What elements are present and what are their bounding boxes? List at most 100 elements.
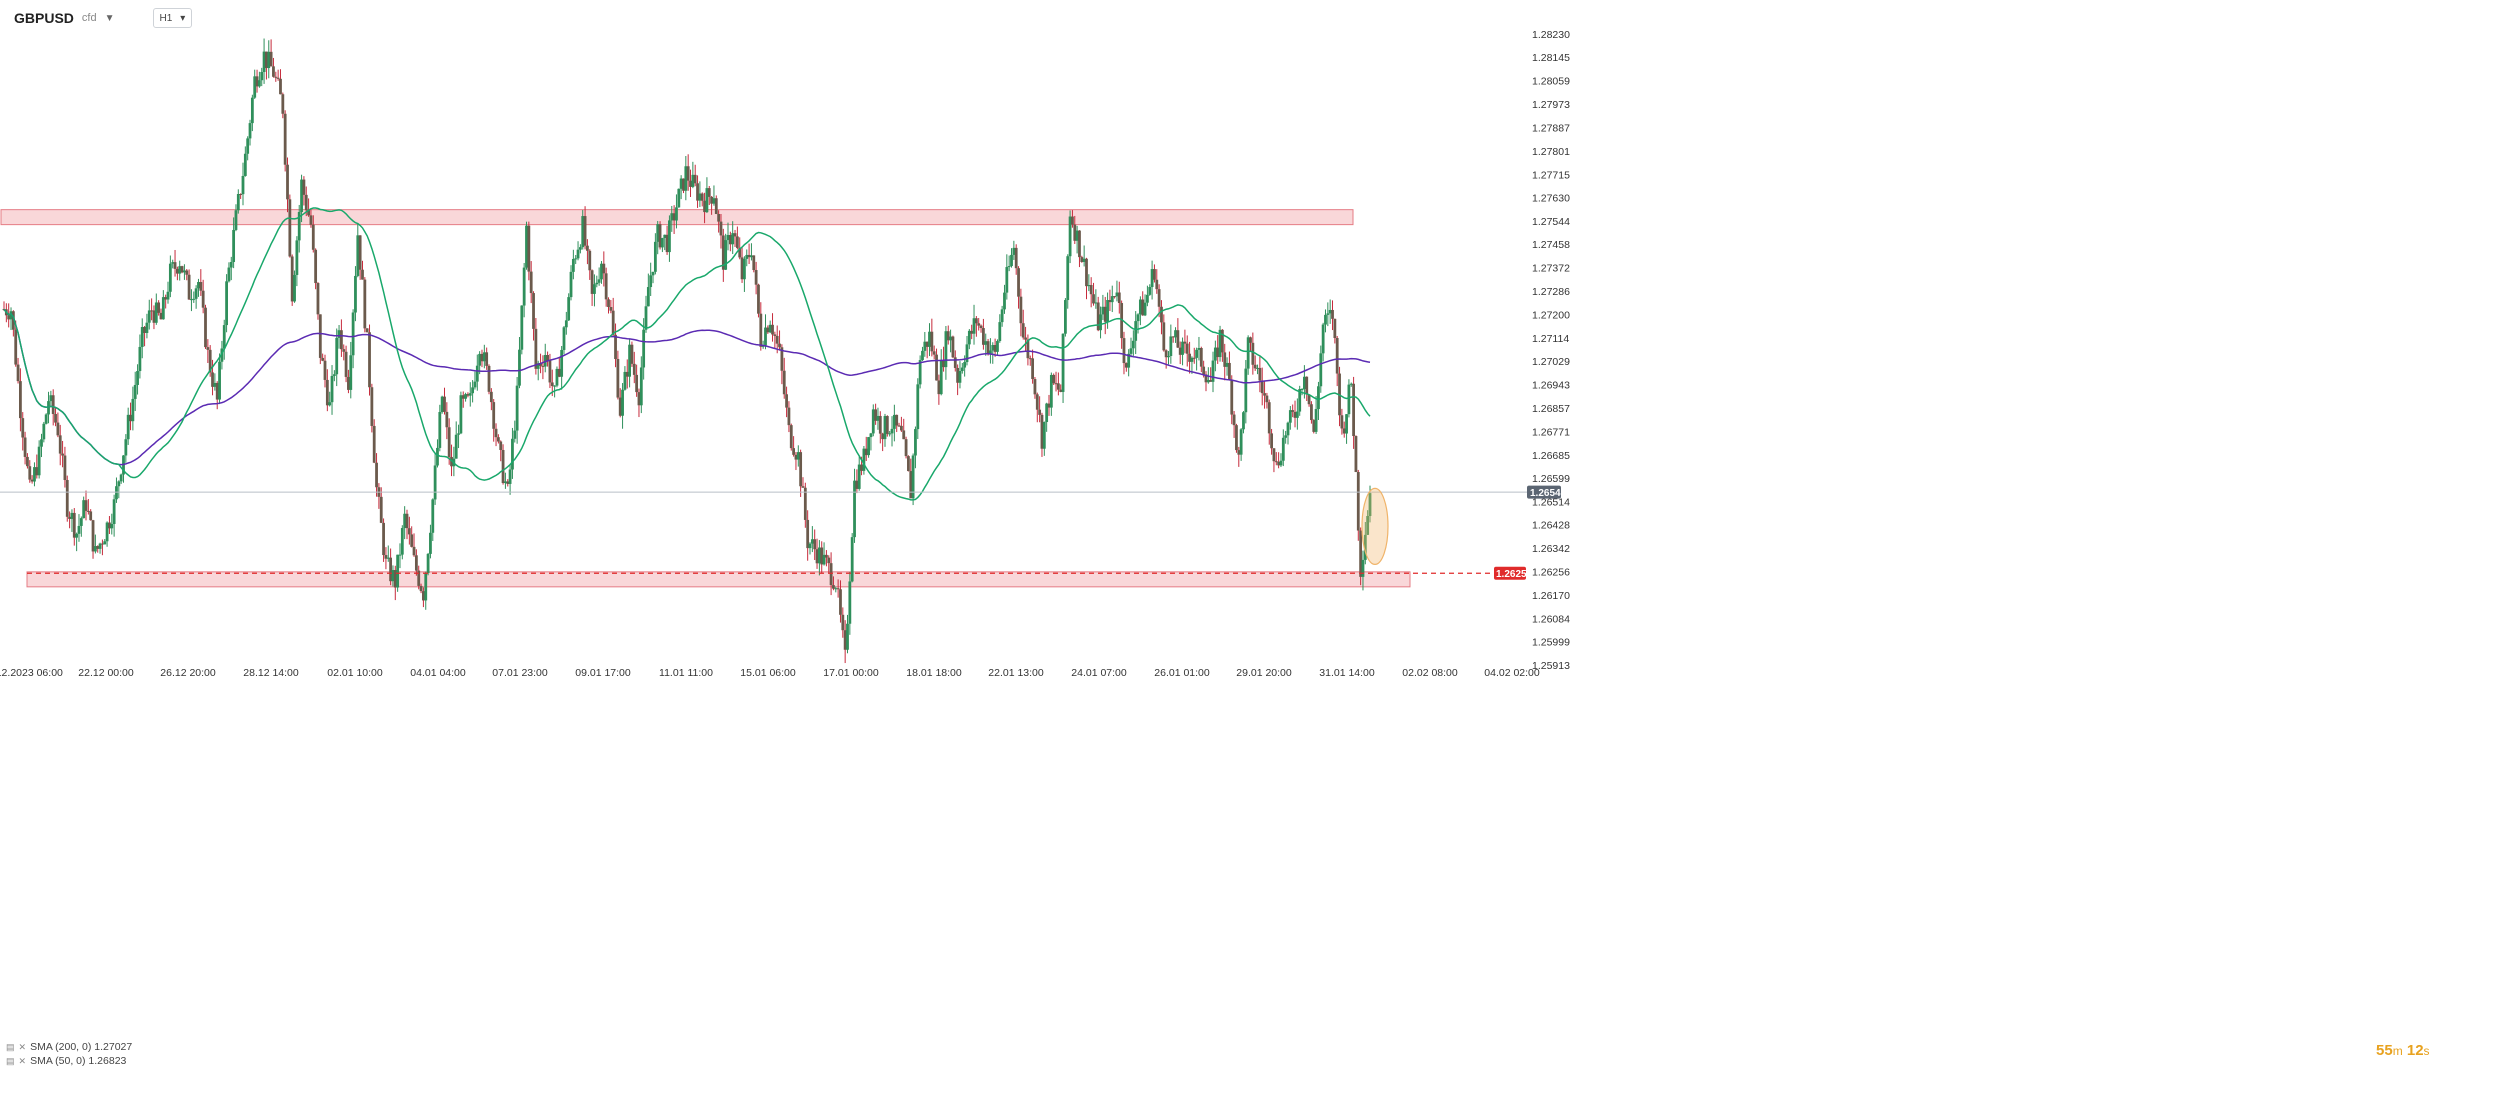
y-tick-label: 1.26514 <box>1532 496 1570 508</box>
candle-body <box>75 533 79 538</box>
candle-body <box>588 250 592 271</box>
timeframe-select[interactable]: H1 ▾ <box>152 8 193 28</box>
candle-body <box>660 238 664 248</box>
candle-body <box>923 341 927 351</box>
candle-body <box>937 380 941 395</box>
candle-body <box>1235 425 1238 451</box>
candle-body <box>989 350 992 354</box>
indicator-legend: ▤ ✕ SMA (200, 0) 1.27027 ▤ ✕ SMA (50, 0)… <box>6 1040 132 1068</box>
candle-body <box>197 282 200 289</box>
candle-body <box>417 570 421 586</box>
candle-body <box>164 297 168 300</box>
candle-body <box>942 360 945 368</box>
candle-body <box>597 279 601 283</box>
candle-body <box>787 407 791 426</box>
candle-body <box>801 486 805 488</box>
indicator-sma50[interactable]: ▤ ✕ SMA (50, 0) 1.26823 <box>6 1054 132 1068</box>
candle-body <box>424 573 428 601</box>
candle-body <box>227 267 231 282</box>
candle-body <box>468 393 472 396</box>
candle-body <box>728 234 732 245</box>
candle-body <box>766 327 770 333</box>
x-tick-label: 24.01 07:00 <box>1071 667 1127 679</box>
candle-body <box>492 402 496 429</box>
candle-body <box>370 387 374 426</box>
candle-body <box>675 207 678 221</box>
candle-body <box>1045 403 1049 423</box>
candle-body <box>475 365 479 382</box>
candle-body <box>972 318 976 334</box>
candle-body <box>586 245 589 251</box>
candle-body <box>192 298 196 300</box>
candle-body <box>414 555 418 571</box>
candle-body <box>986 341 990 354</box>
candle-body <box>1007 266 1011 268</box>
countdown-seconds: 12 <box>2406 1042 2424 1059</box>
candle-body <box>344 351 348 377</box>
candle-body <box>68 516 72 519</box>
candle-body <box>698 193 702 201</box>
settings-icon[interactable]: ▤ <box>6 1042 15 1052</box>
x-tick-label: 18.01 18:00 <box>906 667 962 679</box>
candle-body <box>354 275 357 313</box>
candle-body <box>977 323 981 326</box>
candle-body <box>431 499 435 533</box>
close-icon[interactable]: ✕ <box>18 1042 27 1052</box>
candle-body <box>1096 302 1100 331</box>
candle-body <box>778 343 781 348</box>
y-tick-label: 1.26771 <box>1532 426 1570 438</box>
candle-body <box>389 557 393 582</box>
y-tick-label: 1.26599 <box>1532 473 1570 485</box>
candle-body <box>827 557 831 564</box>
candle-body <box>145 322 149 333</box>
x-tick-label: 11.01 11:00 <box>659 667 713 679</box>
candle-body <box>1146 294 1149 303</box>
candle-body <box>1164 350 1168 358</box>
candle-body <box>1307 394 1311 405</box>
candle-body <box>1190 357 1194 362</box>
settings-icon[interactable]: ▤ <box>6 1056 15 1066</box>
y-tick-label: 1.27200 <box>1532 310 1570 322</box>
candle-body <box>862 448 866 471</box>
candle-body <box>724 240 728 270</box>
candle-body <box>103 541 107 545</box>
symbol-dropdown-icon[interactable]: ▼ <box>104 12 115 24</box>
candle-body <box>161 297 165 320</box>
candle-body <box>1042 422 1046 449</box>
candle-countdown: 55m 12s <box>2376 1042 2430 1059</box>
candle-body <box>759 313 763 347</box>
indicator-label: SMA (50, 0) 1.26823 <box>30 1055 127 1067</box>
candle-body <box>768 324 772 333</box>
candle-body <box>1349 383 1353 385</box>
candle-body <box>747 254 751 258</box>
candle-body <box>1256 367 1259 369</box>
candle-body <box>567 297 571 321</box>
candle-body <box>1110 296 1114 303</box>
candle-body <box>1246 337 1250 369</box>
candle-body <box>58 435 62 454</box>
candle-body <box>391 570 395 582</box>
candle-body <box>658 224 662 248</box>
candle-body <box>185 270 189 275</box>
candle-body <box>796 452 800 460</box>
symbol-label[interactable]: GBPUSD <box>14 10 74 26</box>
candle-body <box>745 254 749 259</box>
candle-body <box>339 330 343 350</box>
candle-body <box>290 256 294 302</box>
candle-body <box>1099 314 1102 331</box>
candle-body <box>1300 388 1304 390</box>
candle-body <box>1352 383 1355 437</box>
candle-body <box>534 328 538 369</box>
candle-body <box>1174 330 1177 338</box>
indicator-sma200[interactable]: ▤ ✕ SMA (200, 0) 1.27027 <box>6 1040 132 1054</box>
candle-body <box>450 456 453 467</box>
x-tick-label: 22.01 13:00 <box>988 667 1044 679</box>
countdown-seconds-unit: s <box>2423 1044 2430 1058</box>
candle-body <box>229 262 233 268</box>
close-icon[interactable]: ✕ <box>18 1056 27 1066</box>
candle-body <box>700 193 704 201</box>
y-tick-label: 1.26256 <box>1532 567 1570 579</box>
y-tick-label: 1.28230 <box>1532 29 1570 41</box>
